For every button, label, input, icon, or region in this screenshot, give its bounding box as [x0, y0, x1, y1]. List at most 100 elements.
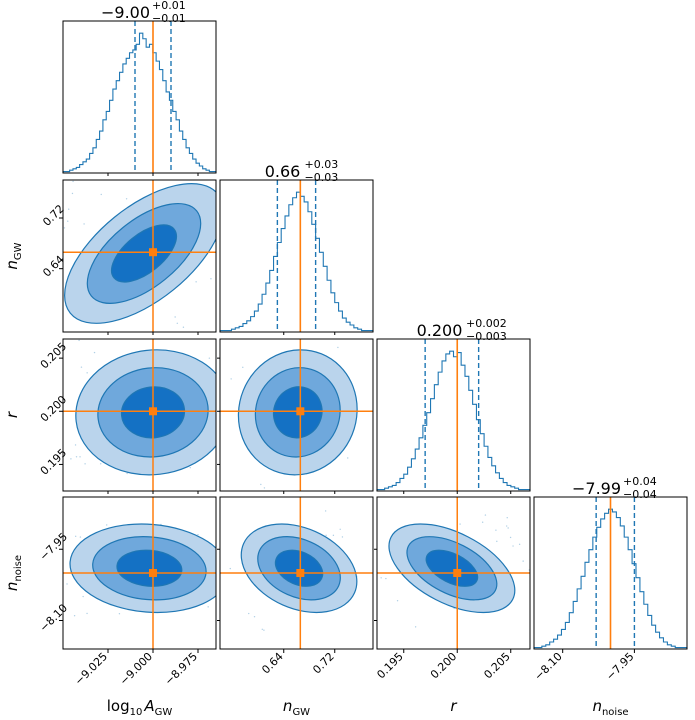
sample-point: [53, 241, 54, 242]
sample-point: [341, 536, 344, 538]
sample-point: [414, 626, 417, 628]
x-tick-label: 0.195: [374, 650, 405, 681]
y-tick-label: −8.10: [37, 602, 70, 635]
contour-level-3: [425, 549, 479, 587]
sample-point: [506, 516, 508, 519]
sample-point: [248, 612, 250, 615]
y-tick-label: −7.95: [37, 530, 70, 563]
hist-title-minus: −0.003: [466, 330, 507, 343]
hist-title-minus: −0.04: [623, 488, 657, 501]
hist-title-nnoise: −7.99: [572, 479, 621, 498]
sample-point: [380, 577, 382, 579]
truth-marker: [453, 569, 462, 577]
x-axis-label-logA: log10 AGW: [107, 697, 173, 718]
sample-point: [207, 606, 209, 608]
panel-frame: [376, 496, 531, 650]
sample-point: [512, 545, 514, 547]
y-axis-r: 0.195 0.200 0.205 r: [3, 340, 69, 478]
sample-point: [339, 528, 341, 531]
x-axis-label-r: r: [450, 697, 457, 715]
sample-point: [325, 534, 327, 537]
sample-point: [223, 519, 224, 520]
sample-point: [182, 326, 185, 328]
sample-point: [459, 523, 461, 525]
histogram-nGW: [219, 191, 374, 332]
panel-frame: [376, 338, 531, 492]
hist-title-nGW: 0.66: [265, 162, 301, 181]
sample-point: [84, 463, 86, 465]
panel-hist-logA: −9.00 +0.01−0.01: [62, 0, 217, 174]
panel-frame: [533, 496, 688, 650]
sample-point: [324, 510, 327, 512]
y-axis-label-r: r: [3, 411, 21, 418]
sample-point: [78, 339, 80, 342]
sample-point: [385, 577, 387, 580]
sample-point: [100, 193, 102, 196]
sample-point: [484, 514, 487, 516]
y-tick-label: 0.200: [38, 393, 69, 424]
panel-2d-nGW-vs-logA: [53, 179, 246, 333]
sample-point: [230, 275, 231, 276]
sample-point: [189, 466, 191, 469]
contour-level-3: [110, 224, 177, 283]
sample-point: [242, 366, 244, 369]
histogram-nnoise: [533, 508, 688, 649]
sample-point: [263, 629, 265, 631]
sample-point: [106, 524, 108, 526]
sample-point: [195, 281, 197, 283]
sample-point: [70, 458, 72, 460]
x-tick-label: −8.975: [162, 650, 200, 688]
y-tick-label: 0.205: [38, 340, 69, 371]
panel-2d-nnoise-vs-logA: [62, 496, 226, 650]
sample-point: [67, 220, 69, 222]
sample-point: [227, 455, 228, 456]
sample-point: [74, 444, 77, 446]
panel-2d-nnoise-vs-r: [376, 496, 531, 650]
contour-level-3: [116, 549, 183, 587]
hist-title-r: 0.200: [417, 321, 463, 340]
hist-title-plus: +0.01: [152, 0, 186, 12]
y-tick-label: 0.195: [38, 446, 69, 477]
truth-marker: [149, 407, 157, 416]
sample-point: [509, 536, 512, 539]
sample-point: [230, 378, 232, 380]
x-tick-label: −9.025: [72, 650, 110, 688]
panel-hist-nGW: 0.66 +0.03−0.03: [219, 158, 374, 333]
sample-point: [83, 223, 85, 225]
sample-point: [176, 322, 179, 325]
sample-point: [263, 487, 266, 489]
x-tick-label: 0.72: [310, 650, 337, 677]
sample-point: [496, 540, 498, 543]
sample-point: [68, 208, 70, 210]
y-axis-label-nnoise: nnoise: [3, 555, 24, 591]
sample-point: [481, 521, 484, 523]
x-axis-nnoise: −8.10 −7.95 nnoise: [532, 649, 637, 718]
hist-title-logA: −9.00: [101, 3, 150, 22]
x-tick-label: 0.205: [481, 650, 512, 681]
contour-level-3: [274, 549, 324, 587]
sample-point: [225, 524, 226, 525]
sample-point: [337, 346, 339, 349]
sample-point: [260, 483, 262, 486]
sample-point: [245, 280, 246, 281]
sample-point: [208, 357, 211, 359]
x-tick-label: 0.64: [259, 650, 286, 677]
sample-point: [332, 534, 335, 537]
sample-point: [125, 198, 128, 200]
sample-point: [82, 595, 84, 598]
panel-frame: [62, 496, 217, 650]
panel-frame: [219, 338, 374, 492]
x-tick-label: −8.10: [532, 650, 565, 683]
sample-point: [505, 525, 508, 527]
hist-title-minus: −0.03: [305, 171, 339, 184]
sample-point: [522, 560, 524, 562]
sample-point: [79, 456, 81, 458]
truth-marker: [296, 407, 305, 416]
panel-2d-r-vs-nGW: [219, 338, 374, 492]
panel-2d-r-vs-logA: [62, 338, 228, 492]
truth-marker: [149, 569, 157, 577]
sample-point: [495, 529, 497, 531]
